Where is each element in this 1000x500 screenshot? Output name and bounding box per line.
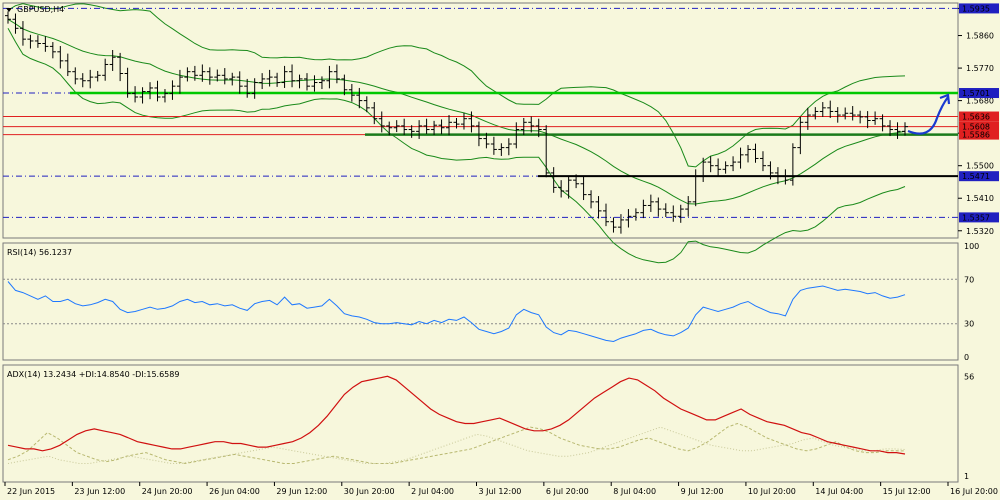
rsi-label: RSI(14) 56.1237 [7, 248, 72, 257]
time-tick-label: 8 Jul 04:00 [613, 487, 656, 496]
di-minus-line [7, 426, 906, 464]
price-level-tag-label: 1.5701 [962, 89, 990, 98]
time-tick-label: 10 Jul 20:00 [748, 487, 796, 496]
price-tick-label: 1.5320 [966, 227, 994, 236]
dropdown-icon[interactable] [6, 8, 12, 12]
time-tick-label: 3 Jul 12:00 [479, 487, 522, 496]
time-tick-label: 14 Jul 04:00 [815, 487, 863, 496]
time-tick-label: 22 Jun 2015 [7, 487, 55, 496]
price-level-tag-label: 1.5586 [962, 131, 990, 140]
forecast-arrowhead [939, 93, 951, 105]
forecast-arrow [907, 96, 949, 135]
time-tick-label: 6 Jul 20:00 [546, 487, 589, 496]
time-tick-label: 16 Jul 20:00 [950, 487, 998, 496]
adx-tick-label: 1 [964, 472, 969, 481]
rsi-tick-label: 100 [964, 242, 979, 251]
rsi-tick-label: 0 [964, 353, 969, 362]
rsi-line [7, 281, 906, 343]
chart-title: GBPUSD,H4 [17, 5, 64, 14]
price-pane [2, 2, 959, 239]
price-level-tag [959, 88, 999, 99]
price-level-tag [959, 121, 999, 132]
price-level-tag [959, 111, 999, 122]
bollinger-lower [7, 28, 906, 264]
price-tick-label: 1.5770 [966, 64, 994, 73]
price-tick-label: 1.5860 [966, 32, 994, 41]
time-tick-label: 30 Jun 20:00 [344, 487, 395, 496]
adx-pane [2, 364, 959, 483]
rsi-tick-label: 70 [964, 275, 974, 284]
price-level-tag [959, 129, 999, 140]
price-level-tag [959, 212, 999, 223]
adx-tick-label: 56 [964, 372, 974, 381]
price-level-tag-label: 1.5471 [962, 172, 990, 181]
time-tick-label: 23 Jun 12:00 [74, 487, 125, 496]
time-tick-label: 26 Jun 04:00 [209, 487, 260, 496]
price-level-tag-label: 1.5608 [962, 123, 990, 132]
rsi-pane [2, 242, 959, 361]
adx-label: ADX(14) 13.2434 +DI:14.8540 -DI:15.6589 [7, 370, 179, 379]
rsi-tick-label: 30 [964, 320, 974, 329]
time-tick-label: 29 Jun 12:00 [276, 487, 327, 496]
price-tick-label: 1.5680 [966, 97, 994, 106]
price-tick-label: 1.5410 [966, 194, 994, 203]
time-tick-label: 15 Jul 12:00 [883, 487, 931, 496]
time-tick-label: 24 Jun 20:00 [142, 487, 193, 496]
price-level-tag-label: 1.5636 [962, 113, 990, 122]
time-tick-label: 2 Jul 04:00 [411, 487, 454, 496]
di-plus-line [7, 422, 906, 465]
price-level-tag [959, 171, 999, 182]
price-tick-label: 1.5500 [966, 162, 994, 171]
adx-line [7, 375, 906, 455]
price-level-tag-label: 1.5357 [962, 213, 990, 222]
bollinger-upper [7, 3, 906, 168]
time-tick-label: 9 Jul 12:00 [681, 487, 724, 496]
price-level-tag [959, 3, 999, 14]
bollinger-middle [7, 18, 906, 205]
price-level-tag-label: 1.5935 [962, 4, 990, 13]
